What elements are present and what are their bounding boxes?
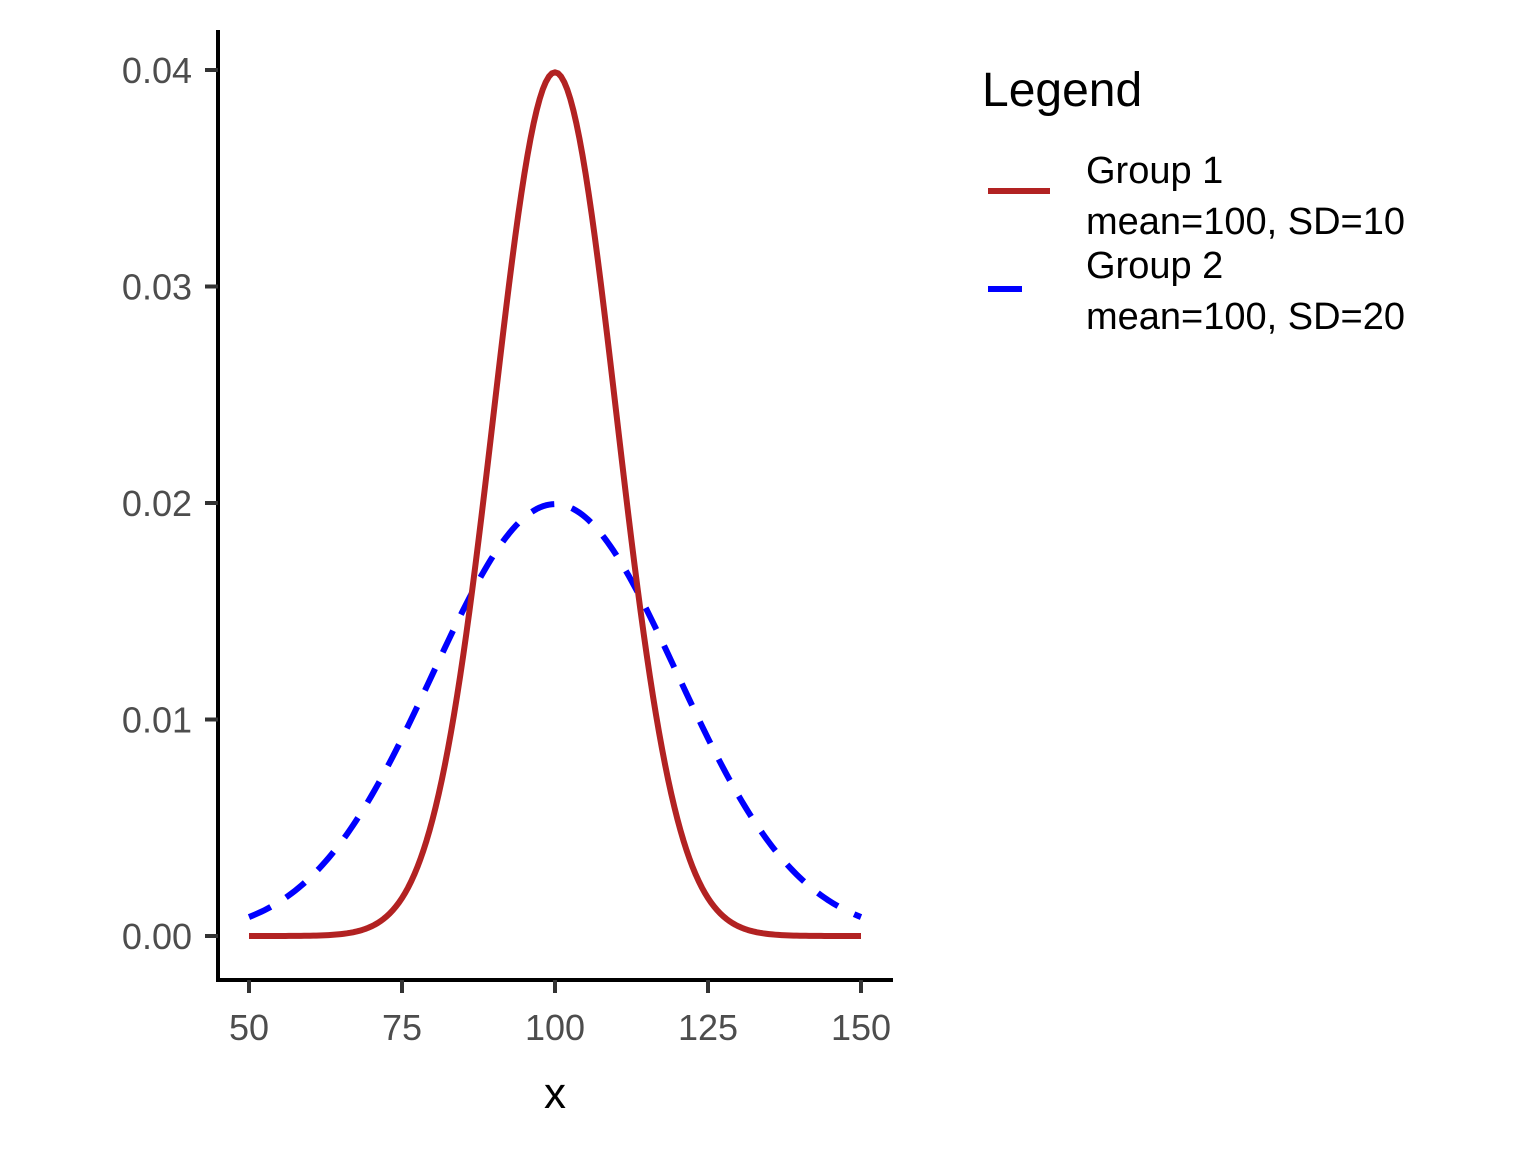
series-layer xyxy=(247,69,863,939)
legend-label-group-2-params: mean=100, SD=20 xyxy=(1086,296,1405,338)
y-tick-label: 0.02 xyxy=(122,483,192,524)
series-line-group-1 xyxy=(249,69,861,939)
y-tick-label: 0.01 xyxy=(122,700,192,741)
legend-title: Legend xyxy=(982,64,1142,117)
x-tick-label: 75 xyxy=(382,1007,422,1048)
legend-label-group-1-name: Group 1 xyxy=(1086,150,1223,192)
x-axis-ticks: 50 75 100 125 150 xyxy=(229,980,891,1048)
x-tick-label: 150 xyxy=(831,1007,891,1048)
series-line-group-2 xyxy=(247,501,863,920)
y-axis-ticks: 0.00 0.01 0.02 0.03 0.04 xyxy=(122,50,218,957)
x-tick-label: 125 xyxy=(678,1007,738,1048)
x-axis-title: x xyxy=(544,1069,566,1118)
legend: Legend Group 1 mean=100, SD=10 Group 2 m… xyxy=(982,64,1405,338)
legend-label-group-2-name: Group 2 xyxy=(1086,245,1223,287)
y-tick-label: 0.04 xyxy=(122,50,192,91)
x-tick-label: 50 xyxy=(229,1007,269,1048)
y-tick-label: 0.00 xyxy=(122,916,192,957)
y-tick-label: 0.03 xyxy=(122,267,192,308)
legend-label-group-1-params: mean=100, SD=10 xyxy=(1086,201,1405,243)
x-tick-label: 100 xyxy=(525,1007,585,1048)
